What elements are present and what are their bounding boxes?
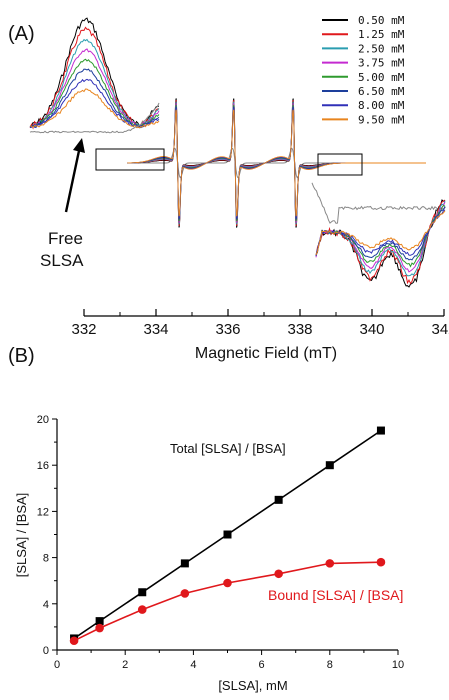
- free-slsa-arrowhead: [73, 138, 85, 153]
- total-point-3: [180, 559, 189, 568]
- panel-a-legend: 0.50 mM1.25 mM2.50 mM 3.75 mM5.00 mM6.50 …: [322, 14, 405, 126]
- series-line-0: [73, 429, 382, 640]
- series-total-label: Total [SLSA] / [BSA]: [170, 441, 286, 456]
- inset-left-trace-7: [29, 88, 160, 129]
- panel-b-y-axis-title: [SLSA] / [BSA]: [14, 493, 29, 578]
- total-point-1: [95, 617, 104, 626]
- panel-b-x-tick-label-4: 8: [327, 659, 333, 671]
- panel-b-x-tick-label-3: 6: [259, 659, 265, 671]
- bound-point-2: [137, 605, 147, 614]
- panel-b-y-tick-label-5: 20: [37, 414, 49, 426]
- panel-a-inset-right: [311, 182, 446, 288]
- free-slsa-arrow: [64, 145, 82, 213]
- panel-b-axes: 0 2 4 6 8 10 0 4 8 12 16 20: [37, 414, 404, 671]
- panel-a-tick-label-5: 342: [431, 321, 449, 338]
- series-line-1: [73, 561, 381, 642]
- panel-b-x-tick-label-0: 0: [54, 659, 60, 671]
- legend-label-4: 5.00 mM: [358, 71, 405, 84]
- bound-point-7: [376, 557, 386, 567]
- panel-b-label: (B): [8, 345, 35, 367]
- panel-a-x-axis-title: Magnetic Field (mT): [195, 345, 337, 362]
- legend-label-6: 8.00 mM: [358, 99, 405, 112]
- panel-a-inset-left: [29, 17, 160, 134]
- panel-b-x-axis-title: [SLSA], mM: [218, 678, 287, 693]
- panel-a-tick-label-3: 338: [287, 321, 312, 338]
- zoom-box-left: [95, 148, 165, 171]
- total-point-7: [376, 426, 385, 435]
- inset-left-free-trace: [29, 102, 160, 134]
- spectrum-trace-7: [127, 109, 426, 217]
- legend-label-1: 1.25 mM: [358, 28, 405, 41]
- panel-b-y-tick-label-3: 12: [37, 506, 49, 518]
- bound-point-0: [69, 636, 79, 646]
- panel-b-y-tick-label-1: 4: [43, 599, 49, 611]
- legend-label-2: 2.50 mM: [358, 42, 405, 55]
- total-point-4: [223, 530, 232, 539]
- legend-label-0: 0.50 mM: [358, 14, 405, 27]
- zoom-box-right: [317, 153, 363, 176]
- panel-b-y-tick-label-4: 16: [37, 460, 49, 472]
- panel-b-series: [69, 426, 386, 646]
- bound-point-5: [274, 569, 283, 579]
- bound-point-6: [325, 559, 335, 568]
- panel-a-label: (A): [8, 23, 35, 45]
- total-point-5: [274, 495, 283, 504]
- series-bound-label: Bound [SLSA] / [BSA]: [268, 587, 403, 603]
- total-point-6: [325, 461, 334, 470]
- panel-b-y-tick-label-0: 0: [43, 645, 49, 657]
- panel-a-spectra: [127, 98, 426, 228]
- panel-b-y-tick-label-2: 8: [43, 553, 49, 565]
- legend-label-5: 6.50 mM: [358, 85, 405, 98]
- panel-a-tick-label-2: 336: [215, 321, 240, 338]
- panel-a-zoom-boxes: [95, 148, 363, 176]
- panel-a-tick-label-0: 332: [71, 321, 96, 338]
- slsa-label: SLSA: [40, 251, 84, 270]
- panel-b-x-tick-label-1: 2: [122, 659, 128, 671]
- total-point-2: [138, 588, 147, 597]
- inset-left-trace-0: [29, 17, 159, 128]
- panel-b-x-tick-label-2: 4: [190, 659, 196, 671]
- free-slsa-annotation: Free SLSA: [40, 138, 85, 270]
- bound-point-4: [223, 578, 232, 588]
- bound-point-1: [95, 623, 104, 633]
- bound-point-3: [180, 589, 190, 598]
- inset-left-trace-3: [29, 48, 160, 129]
- free-label: Free: [48, 229, 83, 248]
- panel-a-x-axis: 332 334 336 338 340 342: [71, 309, 449, 338]
- panel-a-tick-label-4: 340: [359, 321, 384, 338]
- panel-b-x-tick-label-5: 10: [392, 659, 404, 671]
- inset-left-trace-2: [30, 38, 160, 128]
- inset-right-trace-7: [315, 210, 446, 256]
- panel-a-tick-label-1: 334: [143, 321, 168, 338]
- inset-right-free-trace: [311, 182, 446, 224]
- legend-label-3: 3.75 mM: [358, 57, 405, 70]
- legend-label-7: 9.50 mM: [358, 113, 405, 126]
